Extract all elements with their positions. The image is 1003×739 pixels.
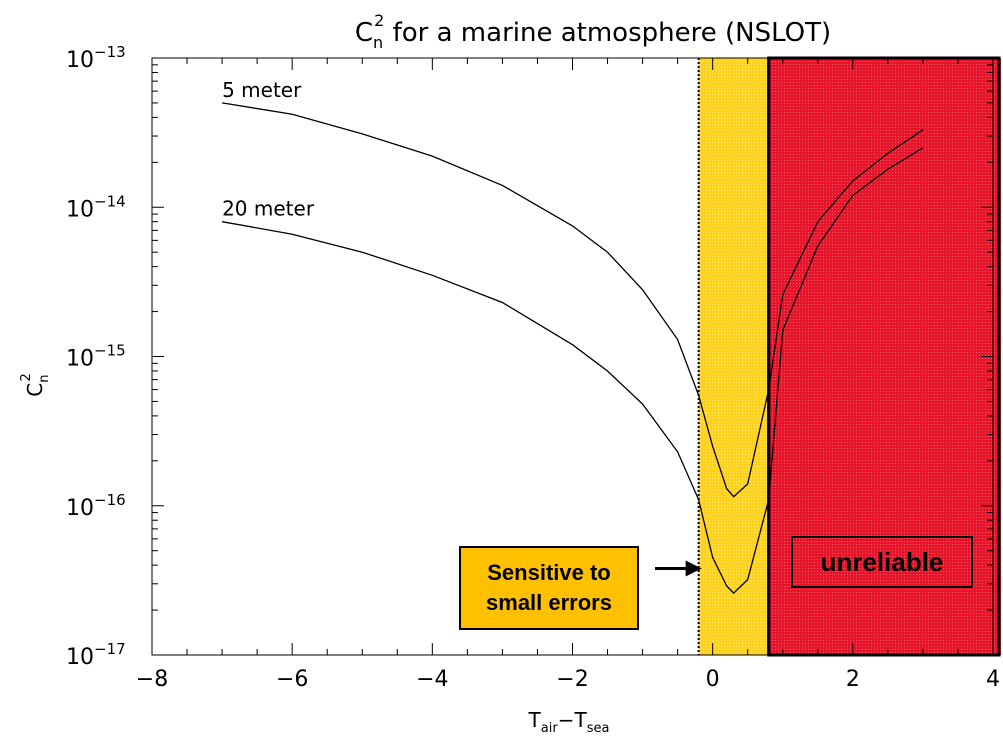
x-tick-label: 2 bbox=[846, 667, 860, 692]
sensitive-region bbox=[698, 58, 769, 655]
y-tick-label: 10−13 bbox=[66, 43, 126, 73]
x-tick-label: −4 bbox=[416, 667, 448, 692]
x-axis-label: Tair−Tsea bbox=[528, 708, 610, 736]
sensitive-annotation-box: Sensitive to small errors bbox=[459, 546, 639, 630]
y-axis-label: Cn2 bbox=[19, 373, 52, 397]
x-tick-label: 4 bbox=[986, 667, 1000, 692]
unreliable-region bbox=[768, 58, 1001, 655]
x-tick-label: −8 bbox=[136, 667, 168, 692]
y-tick-label: 10−16 bbox=[66, 491, 126, 521]
x-tick-label: 0 bbox=[706, 667, 720, 692]
sensitive-annotation-line2: small errors bbox=[486, 590, 612, 615]
sensitive-annotation-line1: Sensitive to bbox=[487, 560, 611, 585]
series-label-20-meter: 20 meter bbox=[222, 197, 315, 221]
y-tick-label: 10−14 bbox=[66, 192, 126, 222]
annotation-arrowhead bbox=[685, 560, 702, 577]
unreliable-annotation-box: unreliable bbox=[791, 536, 973, 588]
series-layer bbox=[221, 102, 924, 595]
tick-layer: −8 −6 −4 −2 0 2 4 10−13 10−14 10−15 10−16 10−17 bbox=[66, 43, 1000, 692]
series-label-5-meter: 5 meter bbox=[222, 78, 302, 102]
unreliable-annotation-label: unreliable bbox=[820, 546, 944, 577]
x-tick-label: −2 bbox=[556, 667, 588, 692]
chart-title: Cn2 for a marine atmosphere (NSLOT) bbox=[355, 11, 831, 52]
y-tick-label: 10−15 bbox=[66, 342, 126, 372]
y-tick-label: 10−17 bbox=[66, 640, 126, 670]
x-tick-label: −6 bbox=[276, 667, 308, 692]
series-line-5-meter bbox=[221, 102, 924, 498]
series-line-20-meter bbox=[221, 147, 924, 595]
